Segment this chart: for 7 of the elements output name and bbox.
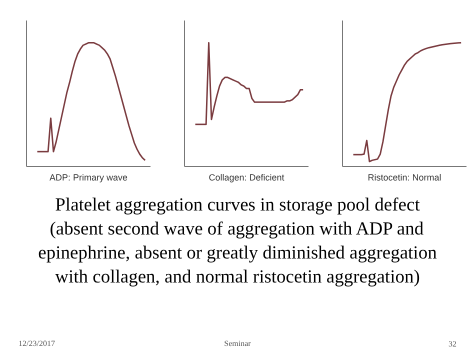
x-axis-title: Ristocetin: Normal: [368, 172, 442, 182]
text: Seminar: [224, 339, 252, 348]
text: 12/23/2017: [18, 339, 55, 348]
x-axis-title: ADP: Primary wave: [49, 172, 128, 182]
text: 32: [448, 340, 456, 348]
text: Platelet aggregation curves in storage pool defect (absent second wave of aggregation with ADP and epinephrine, absent or greatly diminished aggregation with collagen, and normal ristocetin aggregation): [38, 196, 437, 288]
x-axis-title: Collagen: Deficient: [208, 172, 285, 182]
